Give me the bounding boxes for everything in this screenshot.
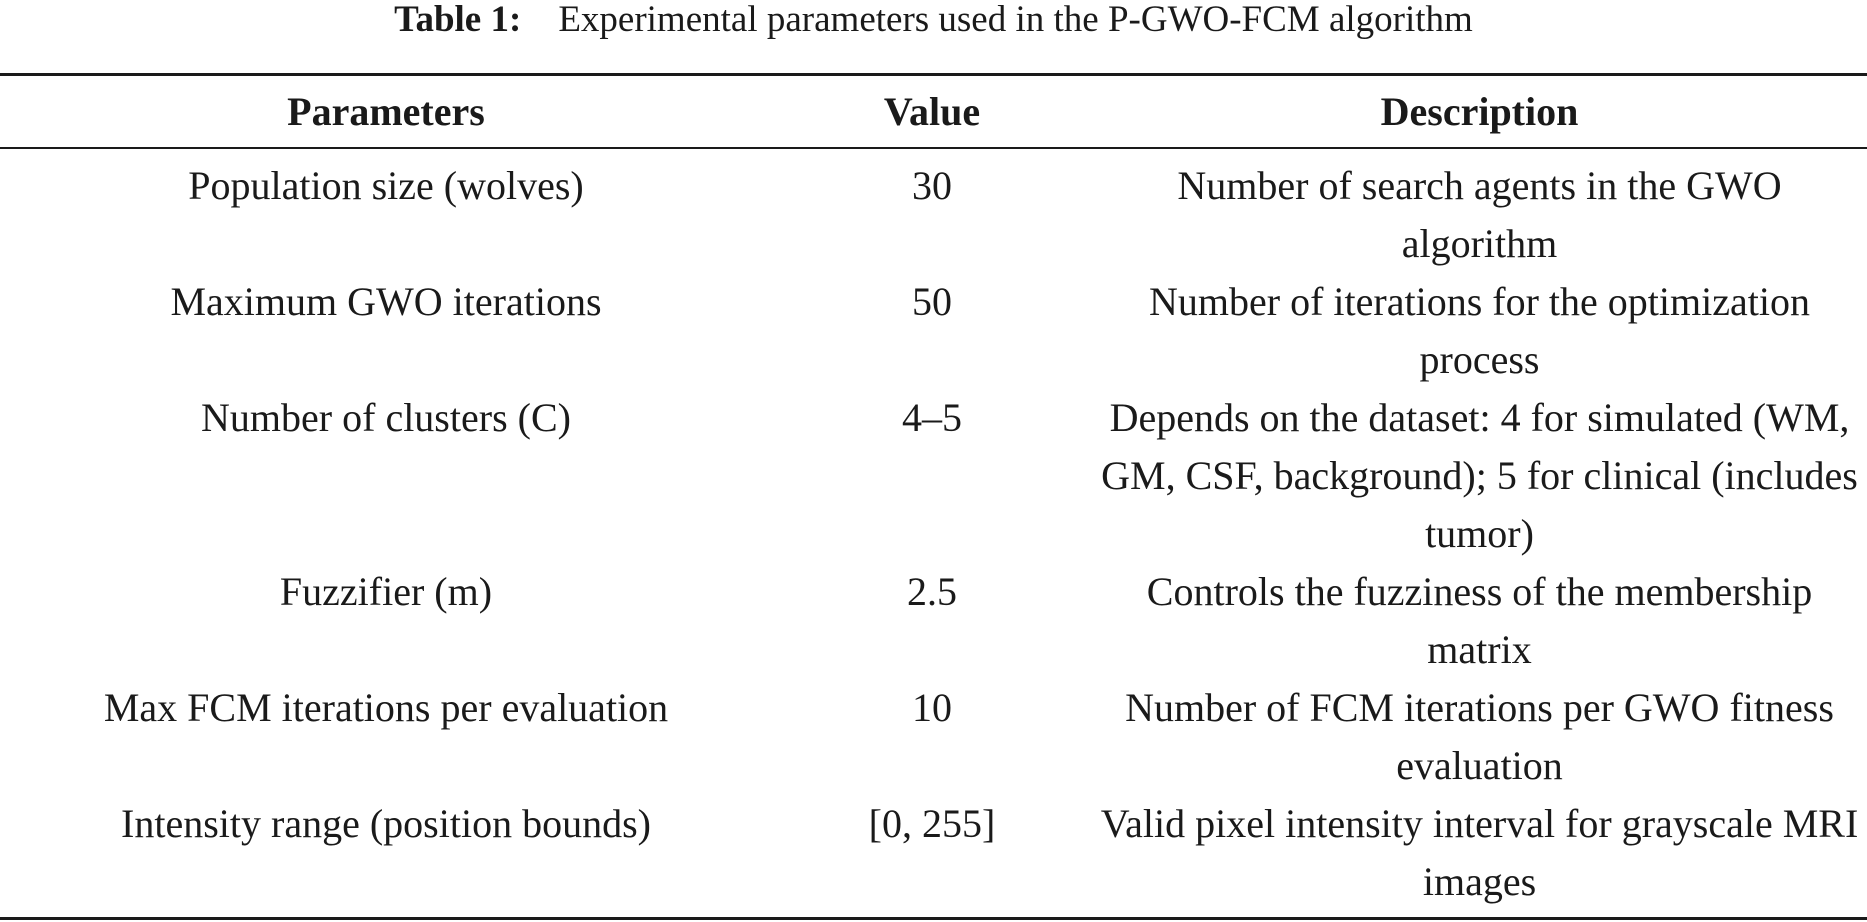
parameter-cell: Fuzzifier (m) (279, 569, 493, 614)
header-description: Description (1380, 89, 1579, 134)
header-parameters: Parameters (287, 89, 485, 134)
table-row: Number of clusters (C) 4–5 Depends on th… (0, 389, 1867, 563)
description-cell: Depends on the dataset: 4 for simulated … (1101, 395, 1858, 556)
table-row: Fuzzifier (m) 2.5 Controls the fuzziness… (0, 563, 1867, 679)
value-cell: 10 (912, 685, 952, 730)
description-cell: Number of search agents in the GWO algor… (1177, 163, 1782, 266)
table-row: Max FCM iterations per evaluation 10 Num… (0, 679, 1867, 795)
parameter-cell: Number of clusters (C) (201, 395, 571, 440)
parameter-cell: Population size (wolves) (188, 163, 584, 208)
value-cell: 4–5 (902, 395, 962, 440)
table-caption-gap (531, 0, 550, 40)
value-cell: 2.5 (907, 569, 957, 614)
parameters-table: Parameters Value Description (0, 76, 1867, 147)
description-cell: Controls the fuzziness of the membership… (1146, 569, 1813, 672)
description-cell: Valid pixel intensity interval for grays… (1100, 801, 1859, 904)
value-cell: [0, 255] (868, 801, 996, 846)
table-caption-text: Experimental parameters used in the P-GW… (558, 0, 1473, 40)
parameter-cell: Maximum GWO iterations (170, 279, 602, 324)
table-body: Population size (wolves) 30 Number of se… (0, 157, 1867, 911)
table-bottom-rule (0, 917, 1867, 920)
table-header-row: Parameters Value Description (0, 76, 1867, 147)
table-top-rule (0, 73, 1867, 76)
table-caption: Table 1: Experimental parameters used in… (0, 0, 1867, 40)
table-row: Maximum GWO iterations 50 Number of iter… (0, 273, 1867, 389)
parameter-cell: Max FCM iterations per evaluation (103, 685, 669, 730)
header-value: Value (883, 89, 981, 134)
description-cell: Number of FCM iterations per GWO fitness… (1125, 685, 1834, 788)
parameter-cell: Intensity range (position bounds) (121, 801, 651, 846)
table-row: Intensity range (position bounds) [0, 25… (0, 795, 1867, 911)
table-row: Population size (wolves) 30 Number of se… (0, 157, 1867, 273)
value-cell: 50 (912, 279, 952, 324)
table-header-rule (0, 147, 1867, 149)
value-cell: 30 (912, 163, 952, 208)
table-caption-label: Table 1: (394, 0, 522, 40)
description-cell: Number of iterations for the optimizatio… (1149, 279, 1810, 382)
